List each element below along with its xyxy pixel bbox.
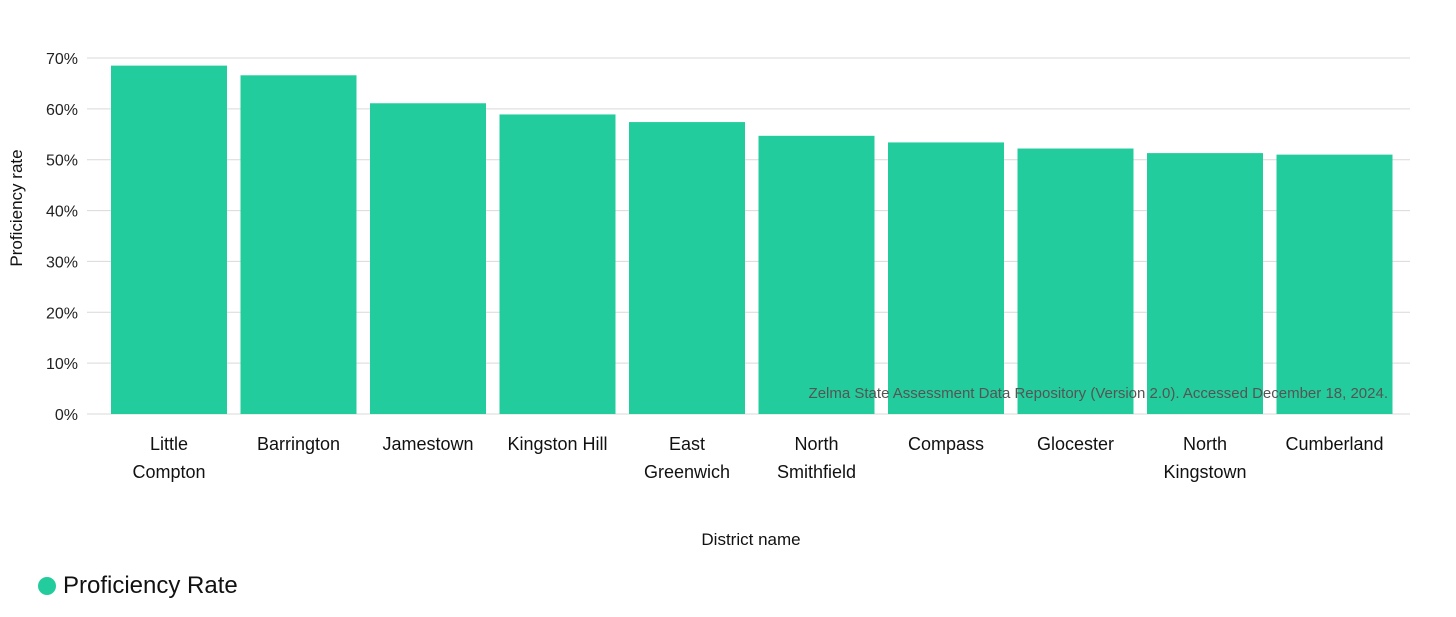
x-tick-label: Jamestown xyxy=(382,434,473,454)
bar xyxy=(888,142,1004,414)
y-tick-label: 10% xyxy=(46,356,78,373)
x-axis-labels: Little Compton Barrington Jamestown Kingston… xyxy=(132,434,1383,482)
x-tick-label: Little xyxy=(150,434,188,454)
x-tick-label: Barrington xyxy=(257,434,340,454)
bar xyxy=(629,122,745,414)
bar xyxy=(1017,148,1134,415)
x-tick-label: Glocester xyxy=(1037,434,1114,454)
x-tick-label: Kingstown xyxy=(1163,462,1246,482)
bar xyxy=(111,65,227,414)
x-axis-title: District name xyxy=(701,530,800,549)
x-tick-label: Smithfield xyxy=(777,462,856,482)
bar xyxy=(240,75,357,414)
x-tick-label: North xyxy=(794,434,838,454)
y-tick-label: 30% xyxy=(46,254,78,271)
bar xyxy=(370,103,486,415)
x-tick-label: East xyxy=(669,434,705,454)
x-tick-label: Compass xyxy=(908,434,984,454)
y-tick-label: 70% xyxy=(46,51,78,68)
y-tick-label: 20% xyxy=(46,305,78,322)
y-tick-label: 60% xyxy=(46,102,78,119)
x-tick-label: North xyxy=(1183,434,1227,454)
bar xyxy=(499,114,616,415)
legend: Proficiency Rate xyxy=(38,572,238,600)
y-axis-title: Proficiency rate xyxy=(7,149,26,266)
source-note: Zelma State Assessment Data Repository (… xyxy=(809,385,1388,402)
y-tick-label: 40% xyxy=(46,204,78,221)
x-tick-label: Cumberland xyxy=(1285,434,1383,454)
x-tick-label: Greenwich xyxy=(644,462,730,482)
legend-label: Proficiency Rate xyxy=(63,572,238,599)
y-tick-label: 50% xyxy=(46,153,78,170)
bar xyxy=(758,135,875,414)
bar xyxy=(1276,154,1393,414)
bars xyxy=(111,65,1393,415)
legend-swatch-icon xyxy=(38,577,56,595)
y-tick-label: 0% xyxy=(55,407,78,424)
x-tick-label: Compton xyxy=(132,462,205,482)
x-tick-label: Kingston Hill xyxy=(507,434,607,454)
bar xyxy=(1147,153,1263,415)
y-axis-ticks: 0% 10% 20% 30% 40% 50% 60% 70% xyxy=(46,51,78,424)
